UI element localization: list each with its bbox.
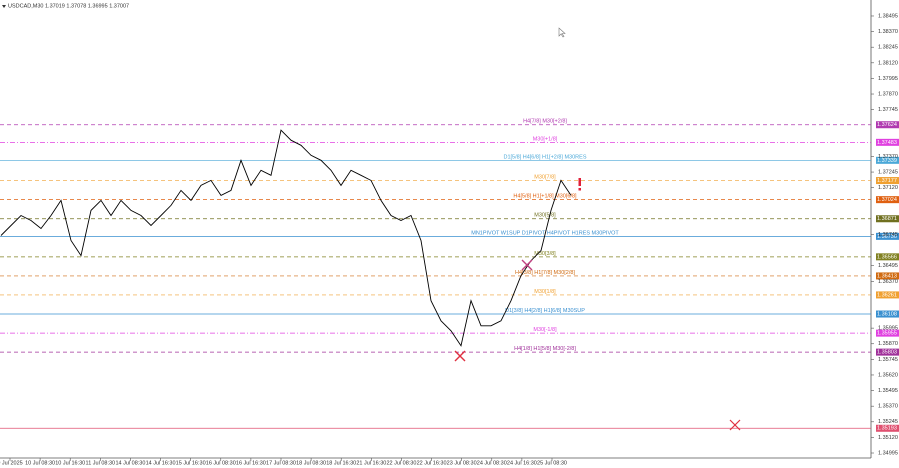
y-tick-label: 1.37870: [878, 91, 898, 97]
level-label: M30[7/8]: [534, 175, 556, 181]
chart-title: USDCAD,M30 1.37019 1.37078 1.36995 1.370…: [8, 3, 129, 9]
x-tick-label: 14 Jul 08:30: [115, 460, 145, 466]
y-tick-label: 1.35745: [878, 357, 898, 363]
level-price: 1.36261: [877, 292, 897, 298]
level-label: H4[1/8] H1[5/8] M30[-2/8]: [514, 346, 576, 352]
level-price: 1.36413: [877, 273, 897, 279]
cross-marker: [454, 350, 466, 362]
level-label: H4[3/8] H1[7/8] M30[2/8]: [515, 270, 575, 276]
level-label: H4[5/8] H1[+1/8] M30[6/8]: [513, 194, 577, 200]
level-label: M30[1/8]: [534, 289, 556, 295]
x-tick-label: 23 Jul 08:30: [447, 460, 477, 466]
y-tick-label: 1.37995: [878, 76, 898, 82]
x-tick-label: 10 Jul 16:30: [55, 460, 85, 466]
y-tick-label: 1.35245: [878, 419, 898, 425]
x-tick-label: 16 Jul 16:30: [236, 460, 266, 466]
level-price-box: [876, 215, 899, 223]
x-tick-label: 21 Jul 16:30: [356, 460, 386, 466]
x-tick-label: 24 Jul 08:30: [477, 460, 507, 466]
level-label: M30[+1/8]: [533, 136, 558, 142]
level-price: 1.35803: [877, 350, 897, 356]
price-line: [0, 129, 572, 347]
level-price: 1.36871: [877, 216, 897, 222]
y-tick-label: 1.38370: [878, 29, 898, 35]
level-price-box: [876, 232, 899, 240]
x-tick-label: 22 Jul 16:30: [417, 460, 447, 466]
y-tick-label: 1.36495: [878, 263, 898, 269]
level-price: 1.36566: [877, 254, 897, 260]
levels: H4[7/8] M30[+2/8] 1.37624 M30[+1/8] 1.37483…: [0, 119, 899, 432]
y-tick-label: 1.38495: [878, 13, 898, 19]
level-price-box: [876, 291, 899, 299]
level-price-box: [876, 424, 899, 432]
level-price-box: [876, 272, 899, 280]
y-tick-label: 1.35995: [878, 326, 898, 332]
x-tick-label: 25 Jul 08:30: [537, 460, 567, 466]
y-tick-label: 1.34995: [878, 450, 898, 456]
level-label: H4[7/8] M30[+2/8]: [523, 119, 567, 125]
level-label: M30[3/8]: [534, 251, 556, 257]
y-tick-label: 1.35120: [878, 435, 898, 441]
level-price-box: [876, 138, 899, 146]
x-tick-label: 10 Jul 08:30: [25, 460, 55, 466]
level-price: 1.37339: [877, 158, 897, 164]
level-price: 1.36730: [877, 234, 897, 240]
level-price: 1.35955: [877, 331, 897, 337]
x-tick-label: 15 Jul 16:30: [176, 460, 206, 466]
cursor: [558, 27, 566, 38]
menu-arrow[interactable]: [2, 5, 6, 8]
level-label: M30[-1/8]: [533, 327, 557, 333]
x-tick-label: 16 Jul 08:30: [206, 460, 236, 466]
x-tick-label: 18 Jul 16:30: [326, 460, 356, 466]
y-tick-label: 1.35370: [878, 404, 898, 410]
level-price-box: [876, 196, 899, 204]
axes: 1.38495 1.38370 1.38245 1.38120 1.37995 1.378…: [0, 13, 898, 466]
y-tick-label: 1.37120: [878, 185, 898, 191]
level-price-box: [876, 177, 899, 185]
level-price-box: [876, 348, 899, 356]
level-label: D1[3/8] H4[2/8] H1[6/8] M30SUP: [505, 308, 585, 314]
y-tick-label: 1.38120: [878, 60, 898, 66]
x-tick-label: 11 Jul 08:30: [86, 460, 116, 466]
cross-marker: [521, 259, 533, 271]
y-tick-label: 1.35495: [878, 388, 898, 394]
y-tick-label: 1.37745: [878, 107, 898, 113]
x-tick-label: 17 Jul 08:30: [266, 460, 296, 466]
y-tick-label: 1.37370: [878, 154, 898, 160]
y-tick-label: 1.38245: [878, 45, 898, 51]
level-price-box: [876, 156, 899, 164]
level-label: D1[5/8] H4[6/8] H1[+2/8] M30RES: [503, 154, 586, 160]
y-tick-label: 1.36370: [878, 279, 898, 285]
x-tick-label: 9 Jul 2025: [0, 460, 23, 466]
level-price: 1.37024: [877, 197, 897, 203]
level-price-box: [876, 310, 899, 318]
x-tick-label: 14 Jul 16:30: [146, 460, 176, 466]
y-tick-label: 1.37245: [878, 170, 898, 176]
cross-marker: [729, 419, 741, 431]
level-price: 1.35193: [877, 426, 897, 432]
level-price: 1.36108: [877, 311, 897, 317]
x-tick-label: 18 Jul 08:30: [296, 460, 326, 466]
x-tick-label: 22 Jul 08:30: [386, 460, 416, 466]
level-label: M30[5/8]: [534, 213, 556, 219]
level-price-box: [876, 329, 899, 337]
level-price: 1.37624: [877, 122, 897, 128]
alert-marker: [578, 178, 581, 191]
level-price: 1.37483: [877, 140, 897, 146]
y-tick-label: 1.36745: [878, 232, 898, 238]
y-tick-label: 1.35870: [878, 341, 898, 347]
level-price-box: [876, 253, 899, 261]
level-price-box: [876, 121, 899, 129]
y-tick-label: 1.35620: [878, 372, 898, 378]
plot: [0, 129, 572, 347]
level-price: 1.37177: [877, 178, 897, 184]
x-tick-label: 24 Jul 16:30: [507, 460, 537, 466]
